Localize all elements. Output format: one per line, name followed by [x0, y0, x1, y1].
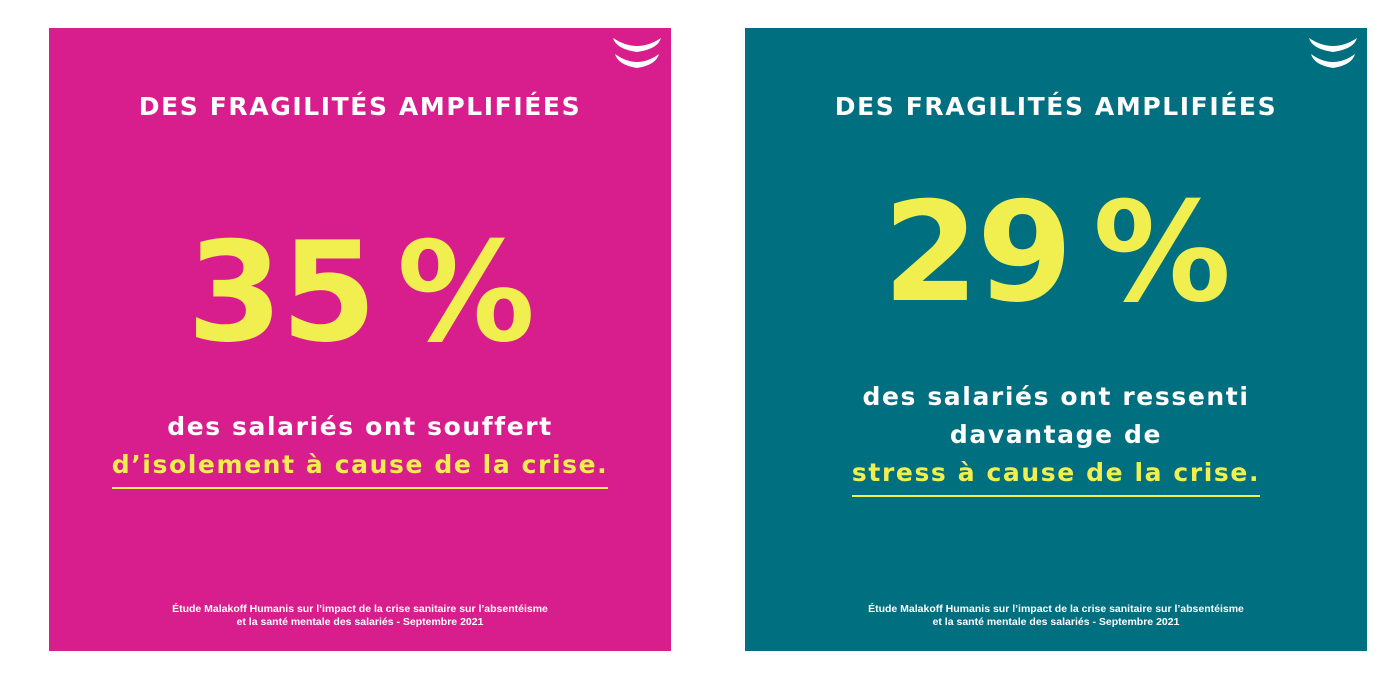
stat-value: 29% [745, 184, 1367, 322]
source-line: Étude Malakoff Humanis sur l’impact de l… [172, 603, 548, 615]
stat-number: 35 [186, 212, 377, 373]
stat-percent-sign: % [1092, 172, 1231, 333]
stat-card-stress: DES FRAGILITÉS AMPLIFIÉES 29% des salari… [745, 28, 1367, 651]
source-note: Étude Malakoff Humanis sur l’impact de l… [745, 603, 1367, 629]
stat-number: 29 [882, 172, 1073, 333]
caption-line: des salariés ont ressenti [862, 382, 1250, 411]
caption-highlight: d’isolement à cause de la crise. [111, 446, 609, 489]
source-line: Étude Malakoff Humanis sur l’impact de l… [868, 603, 1244, 615]
stat-value: 35% [49, 224, 671, 362]
stat-caption: des salariés ont souffert d’isolement à … [49, 408, 671, 489]
card-title: DES FRAGILITÉS AMPLIFIÉES [138, 92, 582, 121]
card-title: DES FRAGILITÉS AMPLIFIÉES [834, 92, 1278, 121]
smile-waves-icon [1309, 38, 1357, 68]
stat-card-isolation: DES FRAGILITÉS AMPLIFIÉES 35% des salari… [49, 28, 671, 651]
source-note: Étude Malakoff Humanis sur l’impact de l… [49, 603, 671, 629]
stat-caption: des salariés ont ressenti davantage de s… [745, 378, 1367, 497]
caption-line: des salariés ont souffert [167, 412, 553, 441]
source-line: et la santé mentale des salariés - Septe… [236, 616, 484, 628]
caption-highlight: stress à cause de la crise. [851, 454, 1261, 497]
caption-line: davantage de [949, 420, 1163, 449]
smile-waves-icon [613, 38, 661, 68]
source-line: et la santé mentale des salariés - Septe… [932, 616, 1180, 628]
stat-percent-sign: % [396, 212, 535, 373]
